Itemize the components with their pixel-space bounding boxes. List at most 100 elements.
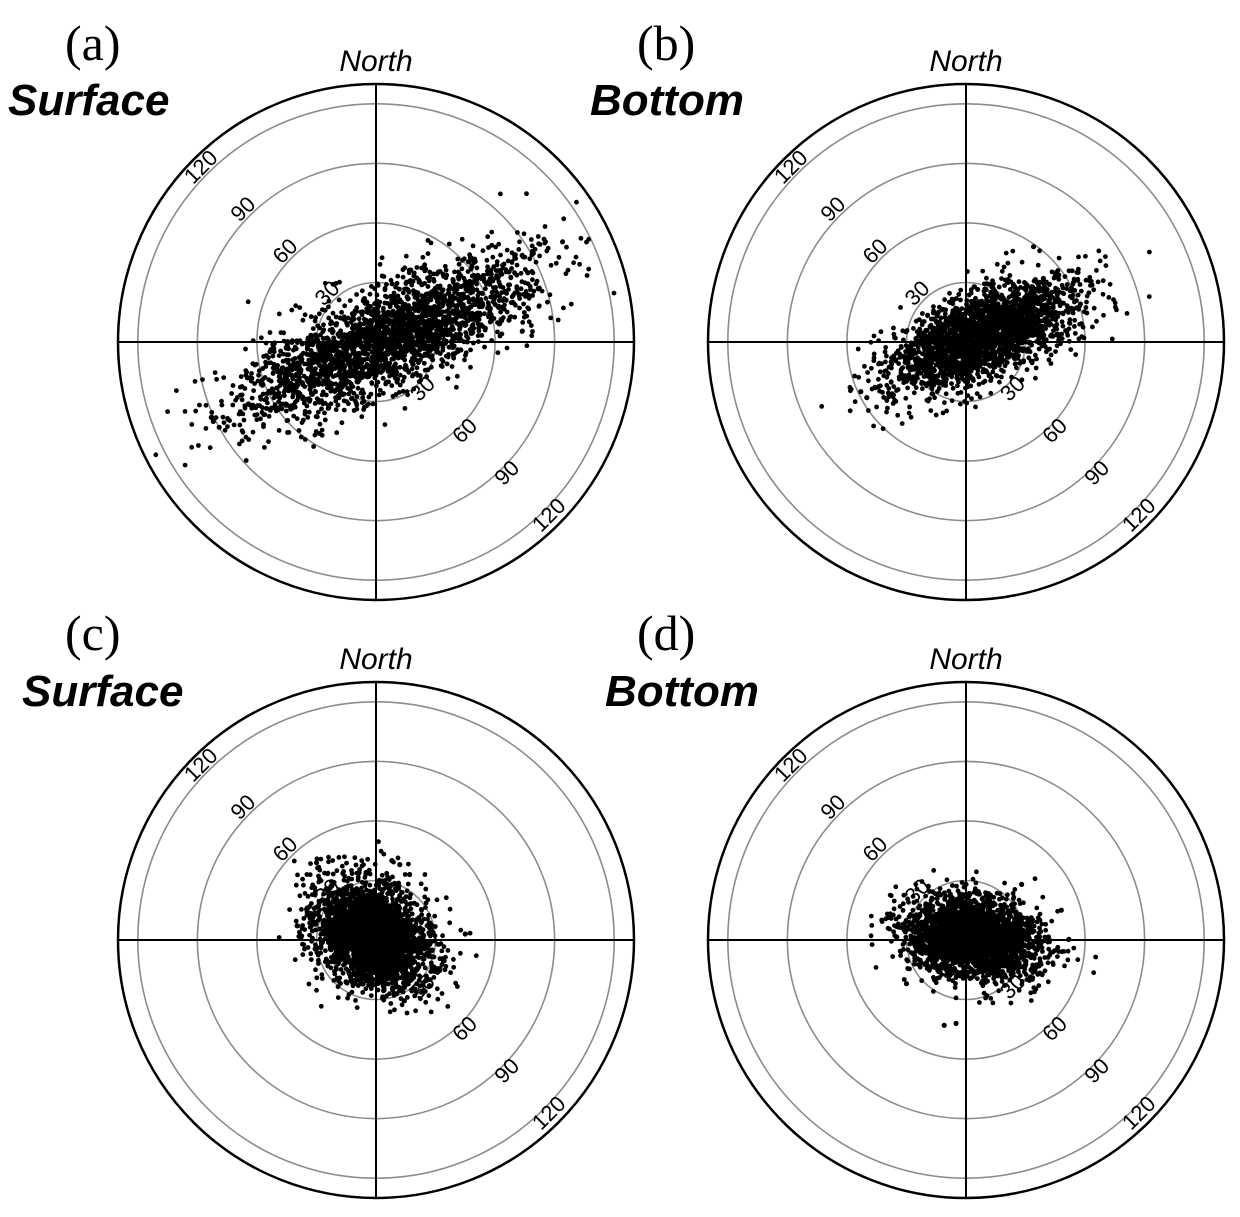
data-point: [983, 358, 989, 364]
data-point: [548, 315, 554, 321]
data-point: [866, 378, 871, 384]
data-point: [955, 309, 961, 315]
data-point: [530, 277, 535, 283]
data-point: [360, 395, 366, 400]
data-point: [1012, 361, 1018, 367]
data-point: [1124, 311, 1130, 316]
data-point: [1090, 324, 1095, 330]
data-point: [1002, 323, 1007, 329]
data-point: [1026, 325, 1031, 331]
data-point: [943, 360, 949, 366]
data-point: [1019, 377, 1025, 383]
data-point: [501, 261, 507, 267]
data-point: [1029, 360, 1035, 366]
data-point: [611, 290, 617, 296]
data-point: [498, 191, 503, 197]
data-point: [335, 352, 341, 358]
data-point: [212, 370, 218, 375]
data-point: [499, 290, 504, 296]
data-point: [871, 333, 877, 339]
data-point: [182, 462, 188, 468]
data-point: [409, 339, 415, 344]
data-point: [315, 409, 321, 415]
data-point: [245, 299, 251, 305]
data-point: [397, 340, 402, 346]
data-point: [318, 332, 323, 338]
data-point: [524, 343, 530, 349]
data-point: [315, 377, 320, 382]
data-point: [1037, 340, 1043, 346]
data-point: [361, 404, 367, 410]
data-point: [372, 375, 378, 381]
data-point: [281, 393, 287, 399]
data-point: [510, 299, 516, 305]
data-point: [431, 278, 437, 284]
data-point: [165, 409, 171, 414]
data-point: [529, 333, 535, 339]
data-point: [375, 303, 381, 309]
data-point: [518, 286, 524, 292]
data-point: [950, 337, 955, 343]
data-point-outlier: [216, 424, 222, 430]
data-point: [357, 370, 362, 376]
data-point: [213, 415, 219, 420]
data-point: [899, 421, 905, 426]
data-point: [424, 374, 429, 380]
data-point: [524, 313, 530, 319]
data-point: [285, 339, 291, 344]
data-point: [465, 339, 470, 345]
data-point: [1043, 337, 1049, 342]
data-point: [577, 261, 582, 267]
data-point: [404, 338, 410, 344]
data-point: [1017, 334, 1023, 340]
data-point: [362, 349, 368, 355]
data-point: [482, 311, 487, 317]
data-point: [890, 394, 896, 400]
data-point: [382, 422, 388, 427]
data-point: [1002, 363, 1008, 369]
data-point: [528, 323, 534, 328]
data-point: [289, 362, 295, 368]
data-point: [927, 340, 933, 346]
data-point: [483, 296, 489, 301]
data-point: [496, 298, 502, 303]
data-point: [485, 271, 490, 277]
data-point: [482, 279, 487, 284]
data-point: [398, 299, 404, 305]
data-point: [249, 395, 255, 401]
data-point: [399, 349, 405, 354]
data-point: [1072, 288, 1078, 293]
data-point: [1023, 280, 1028, 286]
data-point: [1111, 297, 1116, 302]
data-point: [346, 343, 352, 349]
ring-label-30-nw: 30: [900, 276, 935, 311]
data-point: [435, 296, 441, 302]
data-point: [200, 377, 205, 382]
data-point: [469, 273, 475, 279]
data-point: [962, 399, 968, 404]
data-point: [380, 332, 386, 337]
data-point: [1026, 355, 1032, 361]
data-point: [542, 240, 548, 246]
data-point: [914, 361, 920, 367]
data-point: [486, 278, 492, 284]
data-point: [1049, 289, 1055, 295]
data-point: [459, 337, 464, 343]
data-point: [900, 328, 906, 334]
data-point: [330, 344, 336, 350]
data-point: [307, 399, 312, 404]
data-point: [238, 392, 243, 398]
data-point: [286, 352, 291, 358]
data-point: [366, 373, 372, 379]
data-point: [300, 394, 306, 400]
data-point: [1041, 289, 1047, 295]
data-point: [405, 308, 411, 313]
data-point: [1060, 323, 1066, 329]
data-point: [428, 364, 434, 370]
data-point: [968, 383, 974, 389]
data-point: [1039, 335, 1044, 341]
data-point: [1005, 299, 1011, 305]
data-point: [876, 360, 882, 366]
data-point: [374, 292, 380, 298]
data-point: [290, 376, 296, 382]
